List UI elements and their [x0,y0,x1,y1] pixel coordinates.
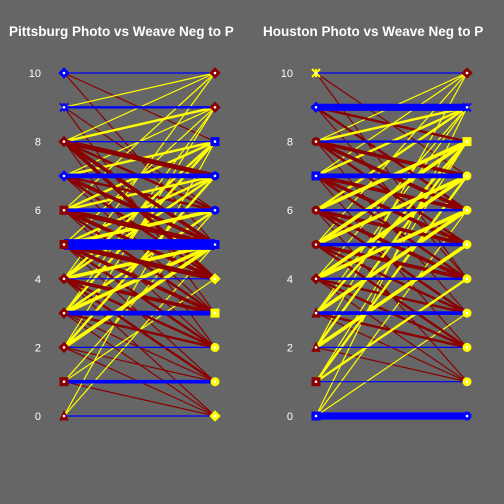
right-node-marker-core [213,243,217,246]
y-tick-label: 0 [35,411,41,423]
left-node-marker-core [314,277,318,281]
right-node-marker-core [465,106,469,109]
y-tick-label: 2 [287,342,293,354]
left-node-marker-core [62,174,66,178]
panel-pittsburg: 0 2 4 6 8 10 [29,67,221,423]
right-node-marker-core [213,277,217,281]
right-node-marker-core [213,106,217,109]
right-node-marker-core [213,311,217,315]
left-node-marker-core [62,106,66,109]
left-node-marker-core [314,380,318,384]
flow-line [314,174,469,281]
left-node-marker-core [314,414,318,418]
left-node-marker-core [62,346,66,349]
right-node-marker-core [465,174,469,178]
left-node-marker-core [314,174,318,178]
y-tick-label: 8 [35,137,41,149]
left-node-marker-core [314,243,318,246]
left-node-marker-core [314,71,318,75]
y-tick-label: 8 [287,137,293,149]
right-node-marker-core [465,414,469,418]
left-node-marker-core [62,380,66,384]
left-node-marker-core [314,140,318,143]
right-node-marker-core [465,208,469,212]
y-tick-label: 4 [287,274,293,286]
right-node-marker-core [213,140,217,143]
y-tick-label: 4 [35,274,41,286]
right-node-marker-core [465,71,469,75]
left-node-marker-core [314,311,318,315]
left-node-marker-core [62,277,66,281]
left-node-marker-core [62,140,66,143]
y-tick-label: 10 [29,68,41,80]
right-node-marker-core [213,414,217,418]
left-node-marker-core [62,208,66,212]
right-node-marker-core [465,140,469,143]
right-node-marker-core [465,380,469,384]
flow-line [63,139,216,179]
right-node-marker-core [213,174,217,178]
flow-line [314,243,469,349]
left-node-marker-core [314,208,318,212]
flow-line [314,208,469,315]
left-node-marker-core [62,311,66,315]
right-node-marker-core [213,208,217,212]
flow-line [62,140,217,246]
left-node-marker-core [314,346,318,349]
panel-title-pittsburg: Pittsburg Photo vs Weave Neg to P [9,24,234,39]
right-node-marker-core [465,277,469,281]
flow-line [63,346,216,383]
right-node-marker-core [465,243,469,246]
flow-line [314,140,469,246]
panel-title-houston: Houston Photo vs Weave Neg to P [263,24,483,39]
y-tick-label: 2 [35,342,41,354]
left-node-marker-core [62,414,66,418]
y-tick-label: 6 [287,205,293,217]
flow-line [63,242,216,282]
flow-line [63,106,216,143]
flow-line [63,381,216,417]
left-node-marker-core [314,106,318,109]
right-node-marker-core [213,346,217,349]
right-node-marker-core [213,380,217,384]
flow-line [63,207,216,247]
flow-line [315,139,468,178]
left-node-marker-core [62,71,66,75]
right-node-marker-core [465,311,469,315]
y-tick-label: 0 [287,411,293,423]
flow-line [63,72,216,108]
right-node-marker-core [465,346,469,349]
y-tick-label: 10 [281,68,293,80]
flow-line [62,243,217,349]
panel-houston: 0 2 4 6 8 10 [281,67,473,423]
flow-line [315,277,468,383]
left-node-marker-core [62,243,66,246]
flow-line [315,312,468,417]
flow-line [315,106,468,143]
right-node-marker-core [213,71,217,75]
y-tick-label: 6 [35,205,41,217]
